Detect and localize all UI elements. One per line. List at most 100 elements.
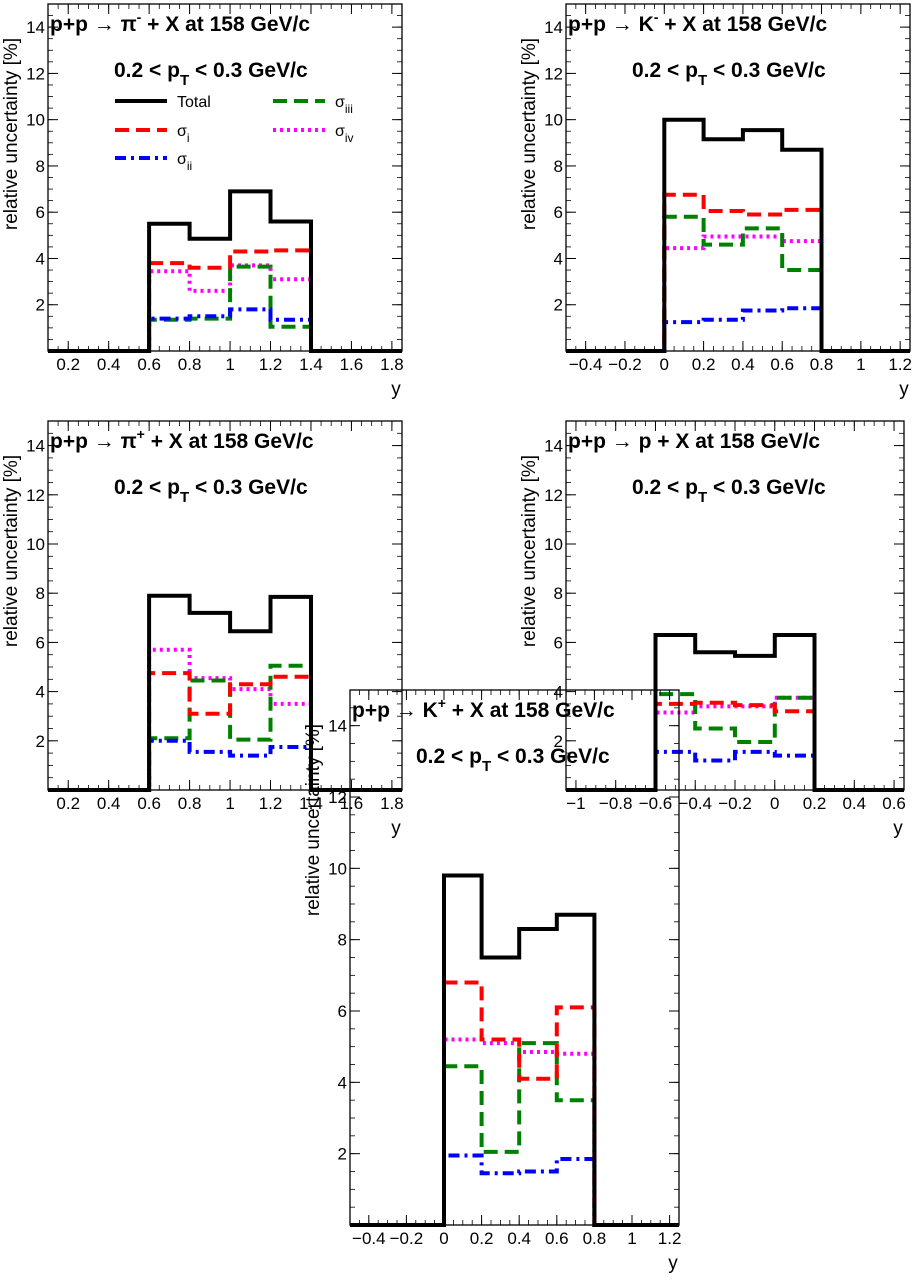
y-tick-label: 10 (544, 535, 563, 554)
x-axis-title: y (899, 379, 909, 400)
y-axis-title: relative uncertainty [%] (1, 455, 22, 647)
x-tick-label: 0.8 (178, 794, 202, 813)
title-reaction: p+p → K (568, 13, 654, 36)
chart-subtitle: 0.2 < pT < 0.3 GeV/c (114, 59, 308, 89)
y-tick-label: 8 (36, 157, 45, 176)
y-tick-label: 4 (554, 249, 563, 268)
y-tick-label: 2 (36, 296, 45, 315)
title-charge: - (654, 9, 659, 25)
series-line-iii (48, 663, 402, 792)
plot-frame (47, 3, 403, 352)
chart-panel-2: −0.4 −0.2 0 0.2 0.4 0.6 0.8 1 1.2 2 4 6 8 10 12 14 y rela… (519, 3, 912, 400)
y-axis-title: relative uncertainty [%] (303, 724, 324, 916)
series-line-iv (48, 647, 402, 792)
subtitle-sub: T (180, 489, 189, 506)
title-reaction: p+p → π (50, 430, 137, 453)
series-line-ii (48, 307, 402, 353)
title-rest: + X at 158 GeV/c (651, 430, 820, 453)
legend-label: σii (177, 151, 192, 173)
x-tick-label: 0.6 (545, 1229, 569, 1248)
subtitle-post: < 0.3 GeV/c (189, 59, 308, 82)
subtitle-pre: 0.2 < p (114, 59, 180, 82)
title-rest: + X at 158 GeV/c (658, 13, 827, 36)
series-line-iv (48, 263, 402, 353)
series-line-ii (350, 1153, 679, 1227)
x-tick-label: −0.8 (599, 794, 633, 813)
subtitle-sub: T (180, 72, 189, 89)
y-tick-label: 10 (544, 111, 563, 130)
y-tick-label: 4 (338, 1073, 347, 1092)
x-tick-label: 0.2 (803, 794, 827, 813)
subtitle-post: < 0.3 GeV/c (491, 745, 610, 768)
y-tick-label: 10 (26, 111, 45, 130)
legend-subscript: ii (187, 159, 192, 173)
x-axis-title: y (893, 818, 903, 839)
series-line-iv (350, 1037, 679, 1227)
series-line-iv (566, 234, 910, 353)
chart-subtitle: 0.2 < pT < 0.3 GeV/c (416, 745, 610, 775)
series-line-total (350, 873, 679, 1227)
x-tick-label: −0.2 (608, 355, 642, 374)
y-tick-label: 6 (554, 203, 563, 222)
y-tick-label: 8 (36, 584, 45, 603)
x-tick-label: 0.6 (770, 355, 794, 374)
subtitle-post: < 0.3 GeV/c (707, 476, 826, 499)
legend-subscript: i (187, 131, 190, 145)
chart-title: p+p → π+ + X at 158 GeV/c (50, 426, 314, 453)
x-tick-label: 1.6 (340, 355, 364, 374)
legend-sigma: σ (335, 94, 345, 111)
series-line-total (566, 633, 904, 792)
chart-title: p+p → p + X at 158 GeV/c (568, 430, 820, 453)
y-tick-label: 14 (544, 18, 563, 37)
subtitle-pre: 0.2 < p (416, 745, 482, 768)
y-tick-label: 12 (26, 64, 45, 83)
x-tick-label: 1.4 (299, 794, 323, 813)
x-tick-label: −0.4 (352, 1229, 386, 1248)
series-line-iii (566, 692, 904, 792)
y-axis-title: relative uncertainty [%] (519, 455, 540, 647)
title-rest: + X at 158 GeV/c (145, 430, 314, 453)
x-axis-title: y (391, 818, 401, 839)
x-tick-label: 0.8 (583, 1229, 607, 1248)
y-axis-title: relative uncertainty [%] (519, 38, 540, 230)
chart-panel-4: −1 −0.8 −0.6 −0.4 −0.2 0 0.2 0.4 0.6 2 4 6 8 10 12 14 y r… (519, 420, 906, 839)
y-tick-label: 10 (328, 859, 347, 878)
subtitle-sub: T (482, 758, 491, 775)
title-charge: + (438, 695, 446, 711)
y-tick-label: 12 (544, 64, 563, 83)
y-tick-label: 14 (328, 717, 347, 736)
y-tick-label: 2 (36, 732, 45, 751)
series-line-iii (350, 1041, 679, 1227)
series-line-i (48, 671, 402, 792)
title-rest: + X at 158 GeV/c (141, 13, 310, 36)
series-line-total (566, 117, 910, 353)
x-tick-label: 1.4 (299, 355, 323, 374)
x-tick-label: 0.2 (56, 794, 80, 813)
y-tick-label: 14 (26, 18, 45, 37)
x-tick-label: 0.4 (842, 794, 866, 813)
y-tick-label: 8 (554, 157, 563, 176)
subtitle-pre: 0.2 < p (114, 476, 180, 499)
series-line-i (566, 192, 910, 353)
series-line-iii (566, 214, 910, 353)
x-tick-label: 0.4 (97, 794, 121, 813)
y-tick-label: 6 (36, 633, 45, 652)
series-line-iii (48, 264, 402, 353)
y-tick-label: 14 (26, 437, 45, 456)
x-tick-label: 1.8 (380, 355, 404, 374)
x-tick-label: 0.2 (470, 1229, 494, 1248)
x-tick-label: 0.2 (56, 355, 80, 374)
subtitle-pre: 0.2 < p (632, 476, 698, 499)
x-tick-label: 1 (225, 355, 234, 374)
x-tick-label: 1.2 (888, 355, 912, 374)
title-rest: + X at 158 GeV/c (446, 699, 615, 722)
y-tick-label: 14 (544, 437, 563, 456)
y-tick-label: 4 (36, 249, 45, 268)
x-tick-label: 0.8 (810, 355, 834, 374)
chart-title: p+p → π- + X at 158 GeV/c (50, 9, 310, 36)
x-tick-label: −0.2 (718, 794, 752, 813)
series-line-i (566, 700, 904, 792)
title-charge: + (137, 426, 145, 442)
